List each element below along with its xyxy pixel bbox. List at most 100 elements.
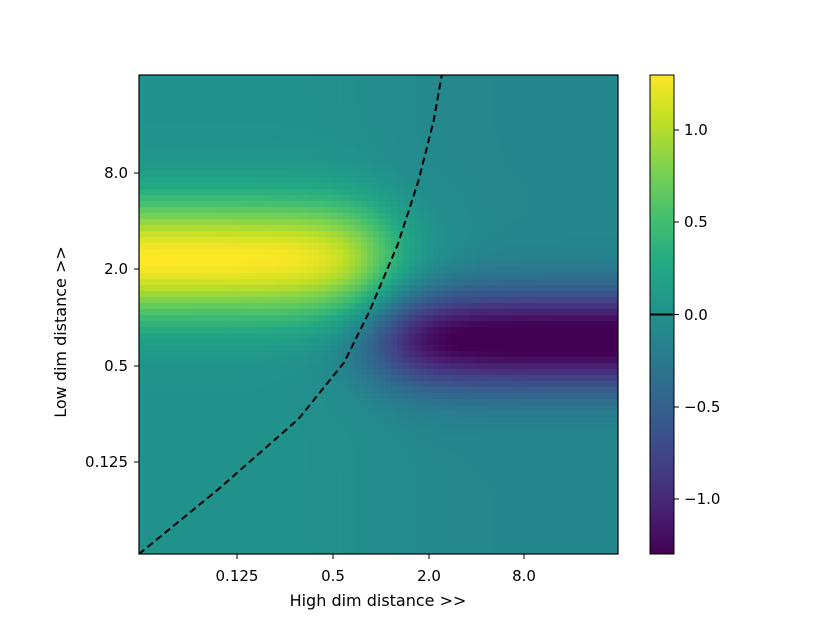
- heatmap-cell: [325, 105, 332, 112]
- heatmap-cell: [211, 423, 218, 430]
- heatmap-cell: [385, 87, 392, 94]
- heatmap-cell: [325, 393, 332, 400]
- heatmap-cell: [457, 327, 464, 334]
- heatmap-cell: [139, 279, 146, 286]
- heatmap-cell: [277, 339, 284, 346]
- heatmap-cell: [157, 297, 164, 304]
- heatmap-cell: [427, 387, 434, 394]
- heatmap-cell: [361, 81, 368, 88]
- heatmap-cell: [511, 261, 518, 268]
- heatmap-cell: [451, 369, 458, 376]
- heatmap-cell: [547, 93, 554, 100]
- heatmap-cell: [391, 309, 398, 316]
- heatmap-cell: [187, 243, 194, 250]
- heatmap-cell: [241, 405, 248, 412]
- heatmap-cell: [613, 399, 618, 406]
- heatmap-cell: [277, 435, 284, 442]
- heatmap-cell: [295, 123, 302, 130]
- heatmap-cell: [187, 285, 194, 292]
- heatmap-cell: [289, 195, 296, 202]
- heatmap-cell: [235, 375, 242, 382]
- heatmap-cell: [553, 327, 560, 334]
- heatmap-cell: [265, 261, 272, 268]
- heatmap-cell: [469, 81, 476, 88]
- heatmap-cell: [157, 303, 164, 310]
- heatmap-cell: [319, 195, 326, 202]
- heatmap-cell: [571, 177, 578, 184]
- heatmap-cell: [151, 105, 158, 112]
- heatmap-cell: [511, 141, 518, 148]
- heatmap-cell: [391, 417, 398, 424]
- heatmap-cell: [427, 435, 434, 442]
- heatmap-cell: [589, 129, 596, 136]
- heatmap-cell: [295, 87, 302, 94]
- heatmap-cell: [505, 345, 512, 352]
- heatmap-cell: [277, 189, 284, 196]
- heatmap-cell: [265, 189, 272, 196]
- heatmap-cell: [277, 111, 284, 118]
- heatmap-cell: [211, 363, 218, 370]
- heatmap-cell: [175, 237, 182, 244]
- heatmap-cell: [601, 429, 608, 436]
- heatmap-cell: [439, 141, 446, 148]
- heatmap-cell: [307, 321, 314, 328]
- heatmap-cell: [487, 351, 494, 358]
- heatmap-cell: [469, 201, 476, 208]
- heatmap-cell: [445, 81, 452, 88]
- heatmap-cell: [421, 255, 428, 262]
- heatmap-cell: [505, 387, 512, 394]
- heatmap-cell: [355, 333, 362, 340]
- heatmap-cell: [445, 363, 452, 370]
- heatmap-cell: [403, 159, 410, 166]
- heatmap-cell: [247, 201, 254, 208]
- heatmap-cell: [397, 381, 404, 388]
- heatmap-cell: [517, 183, 524, 190]
- heatmap-cell: [451, 273, 458, 280]
- heatmap-cell: [541, 99, 548, 106]
- heatmap-cell: [589, 399, 596, 406]
- heatmap-cell: [469, 291, 476, 298]
- heatmap-cell: [259, 393, 266, 400]
- heatmap-cell: [583, 345, 590, 352]
- heatmap-cell: [205, 351, 212, 358]
- heatmap-cell: [337, 417, 344, 424]
- heatmap-cell: [313, 123, 320, 130]
- heatmap-cell: [499, 327, 506, 334]
- heatmap-cell: [613, 225, 618, 232]
- heatmap-cell: [355, 441, 362, 448]
- heatmap-cell: [565, 405, 572, 412]
- heatmap-cell: [283, 345, 290, 352]
- heatmap-cell: [589, 375, 596, 382]
- heatmap-cell: [193, 435, 200, 442]
- heatmap-cell: [277, 267, 284, 274]
- heatmap-cell: [409, 273, 416, 280]
- heatmap-cell: [139, 153, 146, 160]
- heatmap-cell: [205, 141, 212, 148]
- heatmap-cell: [229, 183, 236, 190]
- heatmap-cell: [439, 279, 446, 286]
- heatmap-cell: [463, 75, 470, 82]
- heatmap-cell: [373, 375, 380, 382]
- heatmap-cell: [577, 291, 584, 298]
- heatmap-cell: [181, 333, 188, 340]
- heatmap-cell: [391, 405, 398, 412]
- heatmap-cell: [277, 249, 284, 256]
- heatmap-cell: [379, 147, 386, 154]
- heatmap-cell: [349, 81, 356, 88]
- heatmap-cell: [427, 279, 434, 286]
- heatmap-cell: [259, 171, 266, 178]
- heatmap-cell: [529, 225, 536, 232]
- heatmap-cell: [577, 93, 584, 100]
- heatmap-cell: [151, 345, 158, 352]
- heatmap-cell: [139, 231, 146, 238]
- heatmap-cell: [145, 279, 152, 286]
- heatmap-cell: [451, 417, 458, 424]
- heatmap-cell: [541, 345, 548, 352]
- heatmap-cell: [247, 243, 254, 250]
- heatmap-cell: [319, 141, 326, 148]
- heatmap-cell: [517, 321, 524, 328]
- heatmap-cell: [391, 87, 398, 94]
- heatmap-cell: [361, 87, 368, 94]
- heatmap-cell: [325, 303, 332, 310]
- heatmap-cell: [559, 393, 566, 400]
